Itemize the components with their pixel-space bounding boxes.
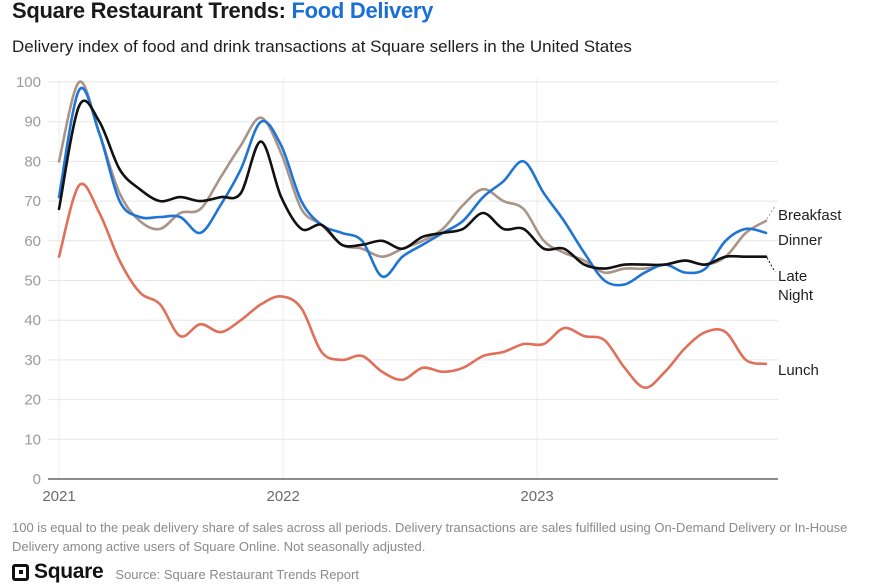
x-tick-label: 2021 — [42, 488, 75, 505]
footnote: 100 is equal to the peak delivery share … — [12, 520, 848, 554]
series-label-breakfast: Breakfast — [778, 207, 842, 224]
x-axis-ticks: 2021 2022 2023 — [42, 488, 553, 505]
series-lines — [57, 80, 768, 389]
series-line-late-night — [57, 99, 768, 270]
y-tick-label: 80 — [24, 153, 41, 170]
square-logo-icon — [12, 563, 29, 581]
y-tick-label: 90 — [24, 114, 41, 131]
leader-line-late-night — [766, 257, 776, 273]
chart-subtitle: Delivery index of food and drink transac… — [12, 37, 632, 56]
y-tick-label: 50 — [24, 273, 41, 290]
y-tick-label: 60 — [24, 233, 41, 250]
y-tick-label: 20 — [24, 392, 41, 409]
source-text: Source: Square Restaurant Trends Report — [115, 567, 359, 582]
x-tick-label: 2023 — [520, 488, 553, 505]
line-chart: 0 10 20 30 40 50 60 70 80 90 100 2021 2022 2023 Brea… — [16, 74, 842, 505]
series-line-lunch — [57, 182, 768, 389]
leader-line-breakfast — [766, 205, 776, 220]
chart-title: Square Restaurant Trends: Food Delivery — [12, 0, 433, 24]
series-label-dinner: Dinner — [778, 232, 822, 249]
series-labels: Breakfast Dinner Late Night Lunch — [766, 205, 842, 379]
series-label-lunch: Lunch — [778, 362, 819, 379]
gridlines — [48, 78, 778, 480]
x-tick-label: 2022 — [267, 488, 300, 505]
series-label-late-night-1: Late — [778, 268, 807, 285]
y-tick-label: 0 — [33, 471, 41, 488]
y-tick-label: 100 — [16, 74, 41, 91]
brand-name: Square — [34, 560, 104, 583]
y-tick-label: 10 — [24, 431, 41, 448]
y-axis-ticks: 0 10 20 30 40 50 60 70 80 90 100 — [16, 74, 41, 488]
title-accent: Food Delivery — [291, 0, 434, 23]
y-tick-label: 40 — [24, 312, 41, 329]
series-line-dinner — [57, 86, 768, 287]
brand-footer: Square Source: Square Restaurant Trends … — [12, 560, 359, 584]
y-tick-label: 70 — [24, 193, 41, 210]
y-tick-label: 30 — [24, 352, 41, 369]
title-main: Square Restaurant Trends: — [12, 0, 292, 23]
series-label-late-night-2: Night — [778, 287, 814, 304]
